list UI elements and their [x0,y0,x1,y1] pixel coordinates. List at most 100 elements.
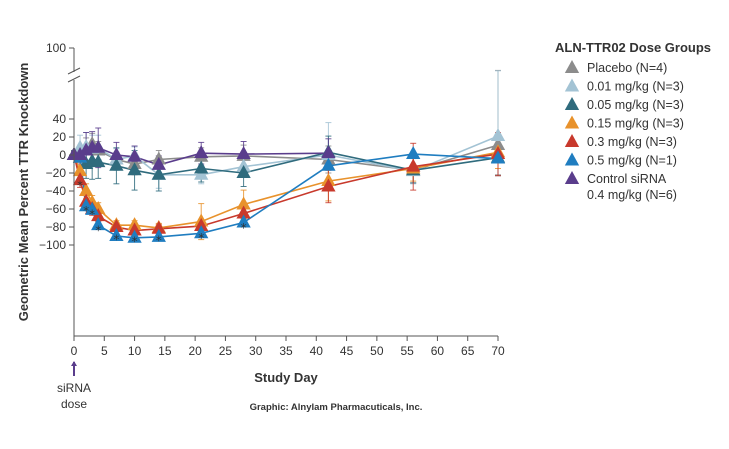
x-tick-label: 60 [431,344,445,358]
significance-star: * [198,231,204,245]
point-0-3-mg-kg-n-3 [194,218,209,232]
x-ticks: 0 5 10 15 20 25 30 35 40 45 50 55 60 65 70 [71,336,505,358]
legend-marker-0-05-mg-kg-n-3 [564,96,580,110]
significance-star: * [83,204,89,218]
point-0-3-mg-kg-n-3 [406,158,421,172]
point-0-3-mg-kg-n-3 [72,172,88,186]
legend-marker-0-01-mg-kg-n-3 [564,78,580,92]
point-control-sirna-0-4-mg-kg-n-6 [109,146,124,160]
legend-marker-0-5-mg-kg-n-1 [564,152,580,166]
y-tick-label: −80 [46,220,67,234]
point-0-5-mg-kg-n-1 [127,229,142,243]
legend: ALN-TTR02 Dose Groups Placebo (N=4) 0.01 … [555,40,711,202]
point-0-3-mg-kg-n-3 [151,220,166,234]
point-0-5-mg-kg-n-1 [85,201,100,215]
point-0-5-mg-kg-n-1 [406,146,421,160]
legend-marker-0-3-mg-kg-n-3 [564,133,580,147]
point-0-3-mg-kg-n-3 [127,222,142,236]
y-tick-label: 40 [53,112,67,126]
x-tick-label: 55 [400,344,414,358]
y-break-slash-2 [67,75,81,83]
x-tick-label: 30 [249,344,263,358]
significance-star: * [241,221,247,235]
significance-star: * [89,207,95,221]
y-axis-break-mark [67,67,81,83]
point-0-3-mg-kg-n-3 [236,205,251,219]
y-tick-label: −100 [39,238,66,252]
point-0-05-mg-kg-n-3 [151,166,166,180]
point-control-sirna-0-4-mg-kg-n-6 [72,146,88,160]
y-tick-label: 100 [46,41,66,55]
y-tick-label: 0 [59,148,66,162]
significance-star: * [77,179,83,193]
y-tick-label: −40 [46,184,67,198]
point-control-sirna-0-4-mg-kg-n-6 [127,148,142,162]
point-0-3-mg-kg-n-3 [109,218,124,232]
point-0-15-mg-kg-n-3 [72,163,88,177]
x-tick-label: 65 [461,344,475,358]
x-tick-label: 35 [279,344,293,358]
legend-marker-placebo-n-4 [564,59,580,73]
series-lines [73,135,499,239]
significance-star: * [113,233,119,247]
legend-label-0-5-mg-kg-n-1: 0.5 mg/kg (N=1) [587,154,677,168]
y-break-slash-1 [67,67,81,75]
dose-annotation: siRNA dose [57,361,91,411]
x-tick-label: 40 [310,344,324,358]
x-tick-label: 15 [158,344,172,358]
y-tick-label: −60 [46,202,67,216]
significance-star: * [156,234,162,248]
x-tick-label: 25 [219,344,233,358]
point-0-05-mg-kg-n-3 [194,160,209,174]
significance-star: * [132,234,138,248]
point-0-01-mg-kg-n-3 [490,128,506,142]
axes [67,48,498,337]
dose-annotation-line2: dose [61,397,87,411]
point-control-sirna-0-4-mg-kg-n-6 [151,156,166,170]
point-0-05-mg-kg-n-3 [127,162,142,176]
point-0-5-mg-kg-n-1 [321,157,336,171]
x-tick-label: 5 [101,344,108,358]
legend-marker-control-sirna-0-4-mg-kg-n-6 [564,170,580,184]
point-0-05-mg-kg-n-3 [236,164,251,178]
x-tick-label: 70 [491,344,505,358]
point-0-5-mg-kg-n-1 [151,228,166,242]
legend-label-placebo-n-4: Placebo (N=4) [587,61,667,75]
x-tick-label: 50 [370,344,384,358]
x-tick-label: 10 [128,344,142,358]
legend-label-0-05-mg-kg-n-3: 0.05 mg/kg (N=3) [587,98,684,112]
point-0-15-mg-kg-n-3 [236,196,251,210]
series-markers [66,128,506,243]
point-placebo-n-4 [490,137,506,151]
point-0-5-mg-kg-n-1 [109,227,124,241]
dose-arrow-head [71,361,77,366]
legend-label-control-sirna-0-4-mg-kg-n-6: Control siRNA [587,172,667,186]
legend-label-control-sirna-0-4-mg-kg-n-6-line2: 0.4 mg/kg (N=6) [587,188,677,202]
point-0-05-mg-kg-n-3 [91,154,106,168]
point-0-05-mg-kg-n-3 [109,157,124,171]
x-axis-title: Study Day [254,370,318,385]
point-control-sirna-0-4-mg-kg-n-6 [91,139,106,153]
x-tick-label: 0 [71,344,78,358]
legend-label-0-15-mg-kg-n-3: 0.15 mg/kg (N=3) [587,117,684,131]
significance-markers: ** *** * * ** [77,179,247,249]
y-ticks: 100 40 20 0 −20 −40 −60 −80 −100 [39,41,74,252]
y-axis-title: Geometric Mean Percent TTR Knockdown [16,63,31,322]
legend-title: ALN-TTR02 Dose Groups [555,40,711,55]
graphic-credit: Graphic: Alnylam Pharmacuticals, Inc. [250,402,423,413]
y-tick-label: −20 [46,166,67,180]
point-control-sirna-0-4-mg-kg-n-6 [236,146,251,160]
x-tick-label: 45 [340,344,354,358]
y-tick-label: 20 [53,130,67,144]
point-0-5-mg-kg-n-1 [236,214,251,228]
legend-marker-0-15-mg-kg-n-3 [564,115,580,129]
x-tick-label: 20 [188,344,202,358]
point-control-sirna-0-4-mg-kg-n-6 [194,145,209,159]
significance-star: * [95,224,101,238]
point-0-5-mg-kg-n-1 [490,150,506,164]
dose-annotation-line1: siRNA [57,381,91,395]
point-0-5-mg-kg-n-1 [91,217,106,231]
point-0-5-mg-kg-n-1 [194,225,209,239]
